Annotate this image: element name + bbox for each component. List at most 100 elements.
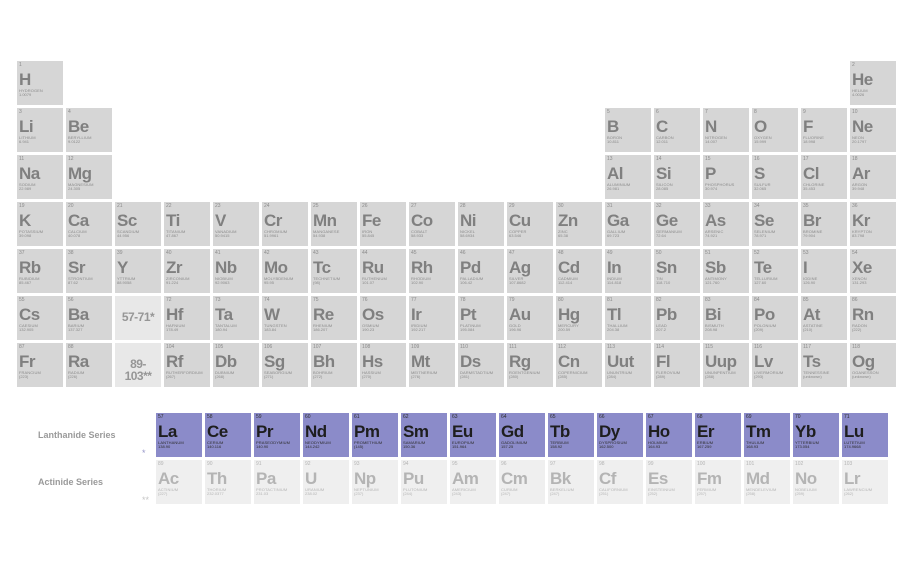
atomic-mass: 10.811 [607, 140, 649, 144]
element-Md: 101MdMENDELEVIUM(258) [743, 459, 791, 505]
element-symbol: Au [509, 306, 551, 323]
atomic-number: 103 [844, 462, 852, 467]
element-La: 57LaLANTHANUM138.90 [155, 412, 203, 458]
atomic-mass: 1.0079 [19, 93, 61, 97]
element-Fl: 114FlFLEROVIUM(289) [653, 342, 701, 388]
atomic-mass: 20.1797 [852, 140, 894, 144]
element-Nd: 60NdNEODYMIUM144.242 [302, 412, 350, 458]
atomic-mass: (222) [852, 328, 894, 332]
atomic-number: 109 [411, 345, 419, 350]
atomic-mass: 24.305 [68, 187, 110, 191]
element-Na: 11NaSODIUM22.989 [16, 154, 64, 200]
element-Cs: 55CsCAESIUM132.905 [16, 295, 64, 341]
element-symbol: Es [648, 470, 690, 487]
atomic-number: 34 [754, 204, 760, 209]
atomic-number: 82 [656, 298, 662, 303]
atomic-mass: (252) [648, 492, 690, 496]
element-V: 23VVANADIUM50.9415 [212, 201, 260, 247]
element-symbol: Po [754, 306, 796, 323]
atomic-number: 84 [754, 298, 760, 303]
element-symbol: Zn [558, 212, 600, 229]
atomic-number: 65 [550, 415, 556, 420]
element-No: 102NoNOBELIUM(259) [792, 459, 840, 505]
atomic-number: 114 [656, 345, 664, 350]
element-symbol: Si [656, 165, 698, 182]
element-symbol: Sg [264, 353, 306, 370]
atomic-mass: (270) [362, 375, 404, 379]
atomic-number: 107 [313, 345, 321, 350]
element-C: 6CCARBON12.011 [653, 107, 701, 153]
element-Cn: 112CnCOPERNICIUM(285) [555, 342, 603, 388]
element-Ho: 67HoHOLMIUM164.93 [645, 412, 693, 458]
element-symbol: Gd [501, 423, 543, 440]
element-Kr: 36KrKRYPTON83.798 [849, 201, 897, 247]
element-symbol: Cd [558, 259, 600, 276]
element-Al: 13AlALUMINIUM26.981 [604, 154, 652, 200]
element-symbol: Rg [509, 353, 551, 370]
atomic-mass: 195.084 [460, 328, 502, 332]
atomic-mass: 79.904 [803, 234, 845, 238]
element-symbol: Ts [803, 353, 845, 370]
atomic-mass: (259) [795, 492, 837, 496]
atomic-mass: 140.90 [256, 445, 298, 449]
element-symbol: Eu [452, 423, 494, 440]
atomic-number: 105 [215, 345, 223, 350]
atomic-mass: 26.981 [607, 187, 649, 191]
element-symbol: Mt [411, 353, 453, 370]
element-symbol: Bk [550, 470, 592, 487]
ref-label: 57-71* [117, 311, 159, 323]
element-symbol: Md [746, 470, 788, 487]
atomic-mass: 30.974 [705, 187, 747, 191]
atomic-mass: 207.2 [656, 328, 698, 332]
element-symbol: Hs [362, 353, 404, 370]
element-symbol: Lr [844, 470, 886, 487]
element-symbol: Cf [599, 470, 641, 487]
atomic-number: 17 [803, 157, 809, 162]
atomic-number: 37 [19, 251, 25, 256]
element-symbol: Re [313, 306, 355, 323]
element-Be: 4BeBERYLLIUM9.0122 [65, 107, 113, 153]
element-symbol: Sm [403, 423, 445, 440]
element-symbol: Nb [215, 259, 257, 276]
atomic-number: 94 [403, 462, 409, 467]
atomic-mass: 6.941 [19, 140, 61, 144]
atomic-mass: 114.818 [607, 281, 649, 285]
element-Pb: 82PbLEAD207.2 [653, 295, 701, 341]
atomic-mass: (223) [19, 375, 61, 379]
atomic-mass: 39.948 [852, 187, 894, 191]
element-Cm: 96CmCURIUM(247) [498, 459, 546, 505]
element-symbol: B [607, 118, 649, 135]
atomic-mass: 50.9415 [215, 234, 257, 238]
atomic-mass: 238.02 [305, 492, 347, 496]
atomic-mass: (247) [501, 492, 543, 496]
element-Yb: 70YbYTTERBIUM173.054 [792, 412, 840, 458]
atomic-number: 27 [411, 204, 417, 209]
element-Ir: 77IrIRIDIUM192.217 [408, 295, 456, 341]
atomic-number: 110 [460, 345, 468, 350]
atomic-number: 51 [705, 251, 711, 256]
element-Cf: 98CfCALIFORNIUM(251) [596, 459, 644, 505]
element-symbol: Hg [558, 306, 600, 323]
atomic-number: 46 [460, 251, 466, 256]
element-symbol: Ge [656, 212, 698, 229]
atomic-mass: 47.867 [166, 234, 208, 238]
element-H: 1HHYDROGEN1.0079 [16, 60, 64, 106]
element-symbol: Hf [166, 306, 208, 323]
element-symbol: Ne [852, 118, 894, 135]
element-symbol: Ce [207, 423, 249, 440]
element-B: 5BBORON10.811 [604, 107, 652, 153]
atomic-mass: 44.956 [117, 234, 159, 238]
element-Hg: 80HgMERCURY200.59 [555, 295, 603, 341]
atomic-number: 10 [852, 110, 858, 115]
atomic-number: 97 [550, 462, 556, 467]
atomic-number: 106 [264, 345, 272, 350]
atomic-mass: 74.921 [705, 234, 747, 238]
element-symbol: Sn [656, 259, 698, 276]
atomic-mass: 106.42 [460, 281, 502, 285]
atomic-number: 5 [607, 110, 610, 115]
atomic-number: 70 [795, 415, 801, 420]
element-Ga: 31GaGALLIUM69.723 [604, 201, 652, 247]
element-symbol: Ac [158, 470, 200, 487]
element-symbol: Li [19, 118, 61, 135]
element-Np: 93NpNEPTUNIUM(237) [351, 459, 399, 505]
